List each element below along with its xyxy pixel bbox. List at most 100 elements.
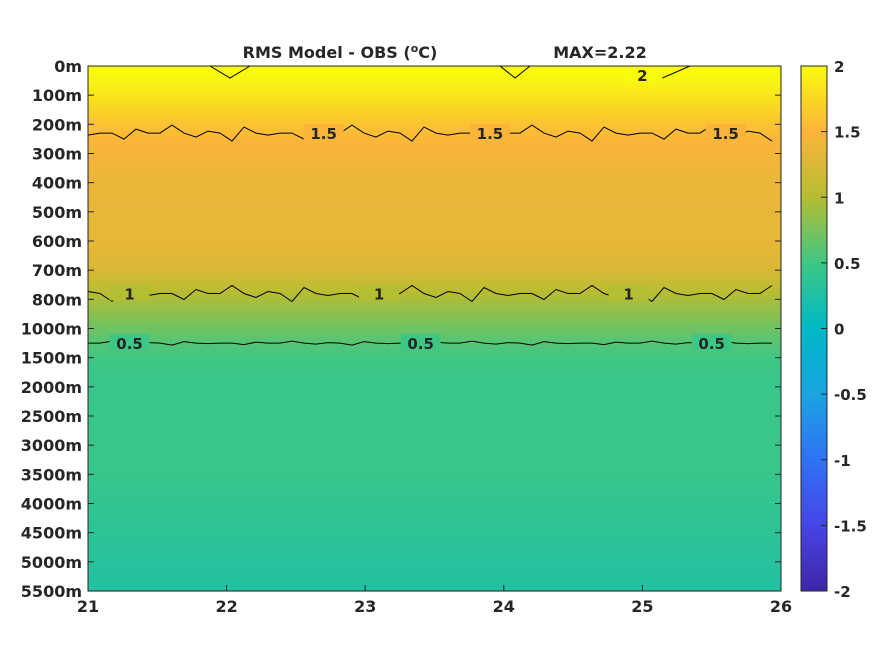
heatmap-cell xyxy=(88,456,781,461)
heatmap-cell xyxy=(88,264,781,270)
heatmap-cell xyxy=(88,212,781,217)
heatmap-cell xyxy=(88,538,781,543)
heatmap-cell xyxy=(88,253,781,258)
heatmap-cell xyxy=(88,486,781,491)
y-tick-label: 100m xyxy=(32,86,82,105)
heatmap-cell xyxy=(88,133,781,138)
heatmap-cell xyxy=(88,77,781,82)
heatmap-cell xyxy=(88,306,781,311)
heatmap-cell xyxy=(88,549,781,555)
x-tick-label: 25 xyxy=(631,597,653,616)
heatmap-cell xyxy=(88,362,781,367)
heatmap-cell xyxy=(88,141,781,146)
heatmap-cell xyxy=(88,197,781,202)
y-tick-label: 2500m xyxy=(21,407,82,426)
colorbar-tick-label: 1.5 xyxy=(834,124,861,142)
y-tick-label: 200m xyxy=(32,115,82,134)
heatmap-cell xyxy=(88,534,781,540)
contour-label: 0.5 xyxy=(698,335,725,353)
y-tick-label: 600m xyxy=(32,232,82,251)
heatmap-cell xyxy=(88,298,781,303)
heatmap-cell xyxy=(88,474,781,480)
heatmap-cell xyxy=(88,238,781,243)
heatmap-cell xyxy=(88,279,781,285)
y-tick-label: 2000m xyxy=(21,378,82,397)
y-tick-label: 1500m xyxy=(21,349,82,368)
x-tick-label: 24 xyxy=(493,597,515,616)
heatmap-cell xyxy=(88,441,781,446)
heatmap-cell xyxy=(88,579,781,585)
contour-label: 1.5 xyxy=(477,125,504,143)
contour-label-bg xyxy=(622,65,663,82)
heatmap-cell xyxy=(88,231,781,236)
heatmap-cell xyxy=(88,261,781,266)
heatmap-cell xyxy=(88,381,781,386)
heatmap-cell xyxy=(88,587,781,592)
heatmap-cell xyxy=(88,467,781,472)
heatmap-cell xyxy=(88,411,781,416)
y-tick-label: 1000m xyxy=(21,320,82,339)
heatmap-cell xyxy=(88,69,781,75)
heatmap-cell xyxy=(88,459,781,465)
heatmap-cell xyxy=(88,512,781,517)
heatmap-cell xyxy=(88,272,781,277)
contour-label: 0.5 xyxy=(407,335,434,353)
heatmap-cell xyxy=(88,561,781,566)
heatmap-cell xyxy=(88,234,781,240)
heatmap-cell xyxy=(88,204,781,210)
heatmap-cell xyxy=(88,328,781,333)
contour-label-bg xyxy=(359,284,400,301)
heatmap-cell xyxy=(88,242,781,247)
heatmap-cell xyxy=(88,429,781,435)
heatmap-cell xyxy=(88,193,781,198)
heatmap-cell xyxy=(88,489,781,495)
heatmap-cell xyxy=(88,369,781,375)
y-tick-label: 5000m xyxy=(21,553,82,572)
colorbar-tick-label: -1.5 xyxy=(834,517,867,535)
colorbar-tick-label: 2 xyxy=(834,58,844,76)
contour-label: 1 xyxy=(623,286,633,304)
contour-label-bg xyxy=(469,124,510,141)
y-tick-label: 300m xyxy=(32,145,82,164)
heatmap-cell xyxy=(88,107,781,112)
heatmap-cell xyxy=(88,223,781,228)
heatmap-cell xyxy=(88,546,781,551)
heatmap-cell xyxy=(88,426,781,431)
heatmap-cell xyxy=(88,201,781,206)
y-tick-label: 4500m xyxy=(21,524,82,543)
colorbar-tick-label: 0.5 xyxy=(834,255,861,273)
contour-label-bg xyxy=(691,334,732,351)
heatmap-cell xyxy=(88,103,781,108)
heatmap-cell xyxy=(88,493,781,498)
heatmap-cell xyxy=(88,118,781,123)
heatmap-cell xyxy=(88,384,781,390)
heatmap-cell xyxy=(88,257,781,262)
colorbar-tick-label: 0 xyxy=(834,321,844,339)
heatmap-cell xyxy=(88,92,781,97)
heatmap-cell xyxy=(88,276,781,281)
x-axis: 21 22 23 24 25 26 xyxy=(77,585,792,616)
contour-label-bg xyxy=(303,124,344,141)
heatmap-cell xyxy=(88,444,781,450)
heatmap-cell xyxy=(88,268,781,273)
y-tick-label: 0m xyxy=(54,57,82,76)
heatmap-cell xyxy=(88,152,781,157)
heatmap-cell xyxy=(88,463,781,468)
y-tick-label: 400m xyxy=(32,174,82,193)
heatmap-cell xyxy=(88,508,781,513)
heatmap-cell xyxy=(88,564,781,570)
heatmap-cell xyxy=(88,527,781,532)
heatmap-cell xyxy=(88,478,781,483)
heatmap-cell xyxy=(88,576,781,581)
heatmap-cell xyxy=(88,167,781,172)
heatmap-cell xyxy=(88,99,781,105)
heatmap-cell xyxy=(88,171,781,176)
heatmap-cell xyxy=(88,81,781,86)
contour-label: 0.5 xyxy=(116,335,143,353)
heatmap-cell xyxy=(88,219,781,225)
heatmap-cell xyxy=(88,531,781,536)
heatmap-cell xyxy=(88,324,781,330)
y-tick-label: 500m xyxy=(32,203,82,222)
heatmap-cell xyxy=(88,418,781,423)
